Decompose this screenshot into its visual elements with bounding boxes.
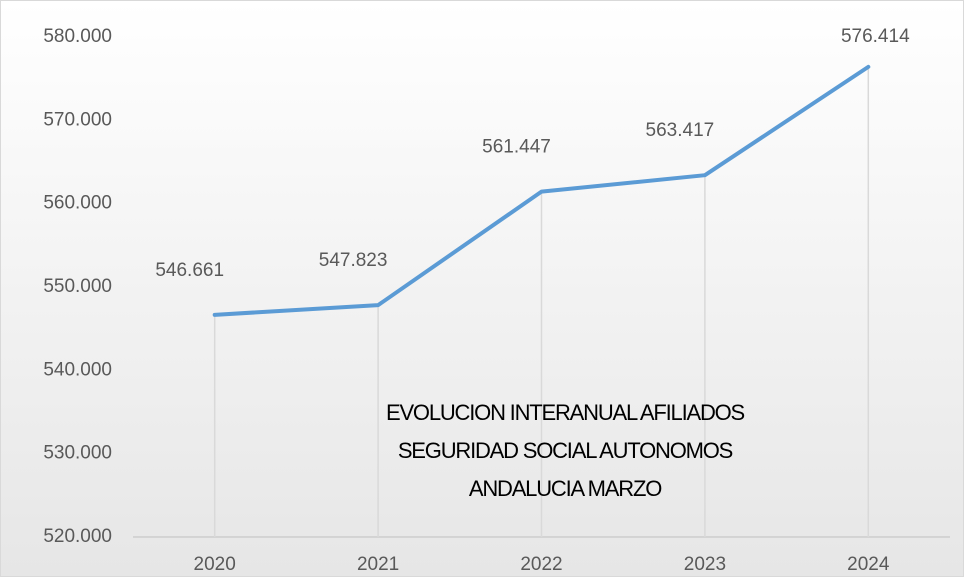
x-tick-label: 2024 xyxy=(847,554,890,575)
x-tick-label: 2020 xyxy=(194,554,236,575)
y-tick-label: 520.000 xyxy=(43,526,112,547)
y-tick-label: 570.000 xyxy=(43,109,112,130)
x-tick-label: 2022 xyxy=(520,554,562,575)
x-tick-label: 2021 xyxy=(357,554,399,575)
y-tick-label: 550.000 xyxy=(43,276,112,297)
x-tick-label: 2023 xyxy=(684,554,726,575)
data-label: 546.661 xyxy=(155,260,224,281)
y-tick-label: 540.000 xyxy=(43,359,112,380)
y-tick-label: 530.000 xyxy=(43,443,112,464)
y-tick-label: 560.000 xyxy=(43,193,112,214)
chart-title: SEGURIDAD SOCIAL AUTONOMOS xyxy=(398,438,733,463)
chart-title: ANDALUCIA MARZO xyxy=(469,476,662,501)
chart-title: EVOLUCION INTERANUAL AFILIADOS xyxy=(386,400,745,425)
data-line xyxy=(212,64,871,317)
data-label: 576.414 xyxy=(841,26,910,47)
data-label: 561.447 xyxy=(482,137,551,158)
y-tick-label: 580.000 xyxy=(43,26,112,47)
data-label: 563.417 xyxy=(646,120,715,141)
data-label: 547.823 xyxy=(319,250,388,271)
